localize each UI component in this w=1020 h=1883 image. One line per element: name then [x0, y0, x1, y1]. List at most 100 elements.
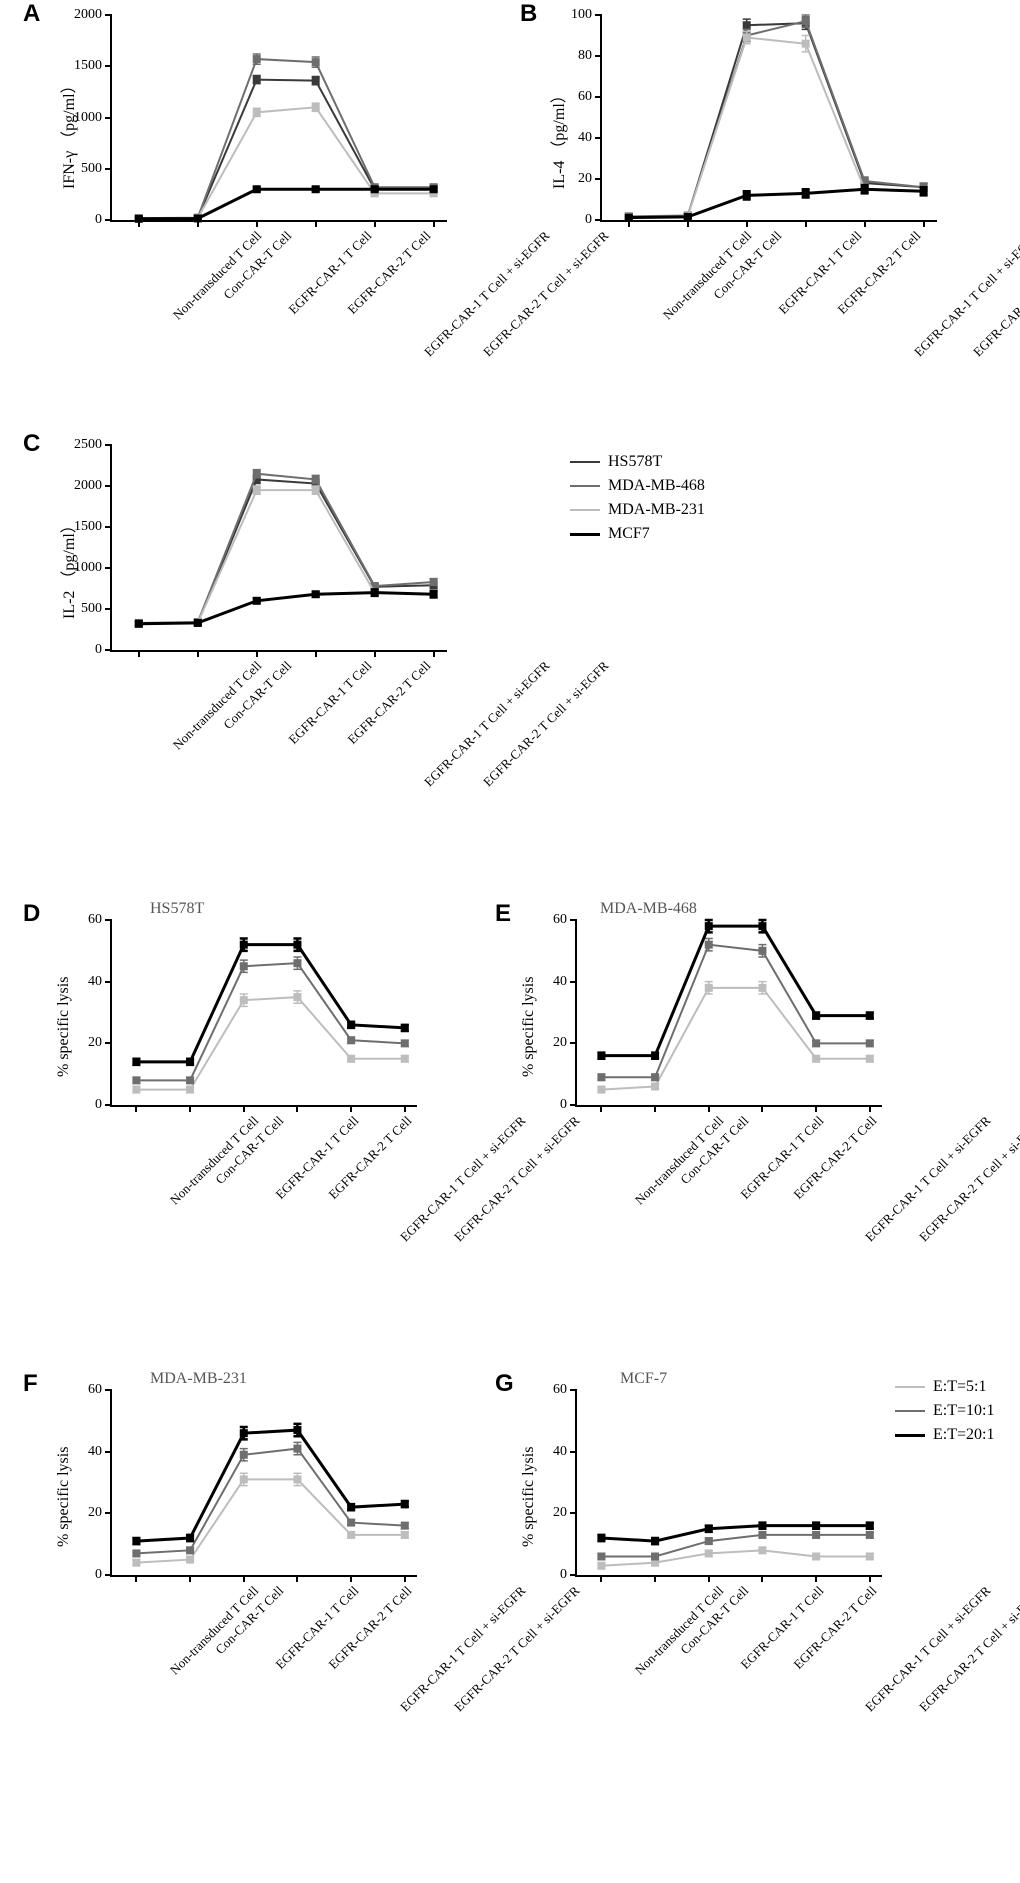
x-tick	[805, 220, 807, 227]
series-marker	[135, 620, 143, 628]
y-tick-label: 0	[95, 1567, 102, 1583]
series-marker	[253, 597, 261, 605]
panel-title-d: HS578T	[150, 900, 204, 918]
series-marker	[743, 21, 751, 29]
legend-swatch	[570, 461, 600, 463]
legend-row: MDA-MB-468	[570, 474, 705, 498]
x-tick	[815, 1105, 817, 1112]
series-marker	[758, 947, 766, 955]
y-tick	[105, 219, 112, 221]
y-tick-label: 2500	[74, 437, 102, 453]
series-marker	[705, 1549, 713, 1557]
x-tick	[761, 1105, 763, 1112]
series-marker	[597, 1086, 605, 1094]
y-tick	[570, 919, 577, 921]
series-marker	[705, 941, 713, 949]
x-tick	[433, 220, 435, 227]
x-tick	[197, 650, 199, 657]
plot-area-d: 0204060Non-transduced T CellCon-CAR-T Ce…	[110, 920, 417, 1107]
y-tick-label: 2000	[74, 478, 102, 494]
panel-label-a: A	[23, 0, 40, 28]
series-marker	[651, 1537, 659, 1545]
series-marker	[347, 1531, 355, 1539]
y-tick-label: 20	[88, 1035, 102, 1051]
series-marker	[651, 1052, 659, 1060]
x-tick	[654, 1575, 656, 1582]
series-marker	[866, 1531, 874, 1539]
series-marker	[293, 1426, 301, 1434]
series-line	[601, 988, 869, 1090]
x-tick	[654, 1105, 656, 1112]
x-tick	[315, 650, 317, 657]
series-marker	[812, 1039, 820, 1047]
y-tick-label: 100	[571, 7, 592, 23]
y-tick	[105, 1389, 112, 1391]
series-marker	[186, 1076, 194, 1084]
series-marker	[253, 108, 261, 116]
series-marker	[430, 590, 438, 598]
series-marker	[430, 578, 438, 586]
series-marker	[401, 1039, 409, 1047]
series-marker	[293, 1445, 301, 1453]
y-tick	[595, 14, 602, 16]
x-tick-label: EGFR-CAR-2 T Cell + si-EGFR	[480, 228, 612, 360]
series-marker	[597, 1553, 605, 1561]
series-marker	[651, 1553, 659, 1561]
series-line	[139, 490, 434, 624]
series-marker	[866, 1055, 874, 1063]
legend-swatch	[895, 1386, 925, 1388]
panel-title-g: MCF-7	[620, 1370, 667, 1388]
series-marker	[802, 189, 810, 197]
y-axis-label-g: % specific lysis	[520, 1447, 538, 1547]
series-marker	[625, 214, 633, 222]
series-marker	[651, 1083, 659, 1091]
plot-area-e: 0204060Non-transduced T CellCon-CAR-T Ce…	[575, 920, 882, 1107]
y-tick	[105, 649, 112, 651]
legend-swatch	[895, 1410, 925, 1412]
series-marker	[866, 1522, 874, 1530]
y-tick	[595, 178, 602, 180]
series-line	[136, 1430, 404, 1541]
series-marker	[132, 1549, 140, 1557]
series-marker	[186, 1058, 194, 1066]
y-tick	[595, 55, 602, 57]
legend-label: MCF7	[608, 525, 650, 543]
series-marker	[401, 1531, 409, 1539]
series-line	[629, 23, 924, 217]
x-tick	[350, 1575, 352, 1582]
series-marker	[866, 1553, 874, 1561]
panel-label-c: C	[23, 430, 40, 458]
series-marker	[132, 1559, 140, 1567]
y-tick	[105, 444, 112, 446]
y-tick	[570, 1512, 577, 1514]
plot-area-g: 0204060Non-transduced T CellCon-CAR-T Ce…	[575, 1390, 882, 1577]
y-tick-label: 2000	[74, 7, 102, 23]
series-marker	[293, 1475, 301, 1483]
series-marker	[597, 1073, 605, 1081]
x-tick	[815, 1575, 817, 1582]
x-tick	[708, 1105, 710, 1112]
y-tick	[570, 1104, 577, 1106]
series-line	[136, 945, 404, 1062]
y-tick	[570, 1451, 577, 1453]
series-marker	[430, 185, 438, 193]
series-marker	[240, 941, 248, 949]
series-line	[629, 189, 924, 217]
series-marker	[186, 1534, 194, 1542]
x-tick	[138, 650, 140, 657]
series-marker	[812, 1012, 820, 1020]
y-tick	[105, 65, 112, 67]
series-line	[139, 107, 434, 218]
x-tick	[923, 220, 925, 227]
series-line	[601, 926, 869, 1055]
x-tick	[135, 1105, 137, 1112]
series-marker	[240, 1475, 248, 1483]
series-marker	[293, 959, 301, 967]
series-marker	[253, 486, 261, 494]
series-marker	[705, 922, 713, 930]
x-tick	[600, 1575, 602, 1582]
series-marker	[371, 185, 379, 193]
series-marker	[312, 475, 320, 483]
chart-svg-a	[112, 15, 447, 220]
series-marker	[253, 76, 261, 84]
